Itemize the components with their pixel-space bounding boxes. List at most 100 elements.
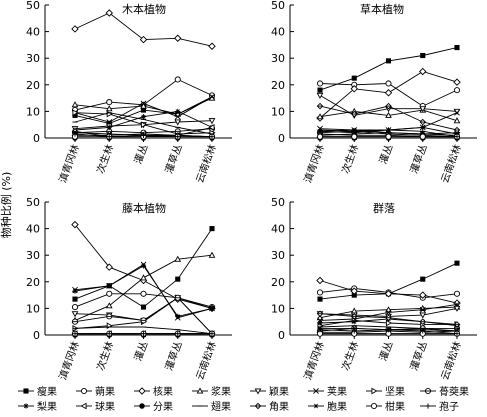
x-tick-label: 云南松林 [193, 143, 219, 185]
data-point [419, 291, 427, 299]
legend-marker [80, 402, 87, 410]
x-tick-label: 次生林 [94, 340, 116, 373]
data-point [71, 101, 79, 108]
data-point [106, 313, 113, 320]
data-point [140, 317, 147, 324]
data-point [385, 319, 393, 327]
data-point [72, 288, 78, 294]
legend-marker [371, 387, 378, 395]
data-point [351, 110, 358, 118]
data-point [106, 99, 113, 106]
legend-marker [23, 388, 29, 394]
data-point [71, 220, 79, 229]
data-point [419, 106, 427, 113]
legend-entry: 核果 [134, 385, 173, 398]
data-point [419, 312, 427, 319]
x-tick-label: 次生林 [339, 143, 361, 176]
legend-marker [254, 402, 262, 410]
legend-marker [139, 403, 145, 409]
data-point [453, 305, 461, 312]
legend-entry: 胞果 [308, 401, 347, 413]
x-tick-label: 灌草丛 [163, 340, 185, 372]
data-point [420, 52, 426, 59]
y-tick-label: 20 [271, 276, 285, 289]
data-point [140, 274, 147, 281]
data-point [385, 111, 392, 118]
data-point [385, 133, 392, 140]
data-point [140, 263, 147, 269]
data-point [385, 327, 392, 333]
data-point [72, 296, 78, 302]
data-point [140, 121, 148, 129]
panel-3: 0 10 20 30 40 50 滇青冈林 次生林 灌丛 灌草丛 云南松林 藤本植物 [26, 196, 232, 382]
legend-label: 球果 [95, 400, 115, 413]
data-point [317, 317, 323, 324]
panel-title: 草本植物 [360, 2, 404, 16]
y-tick-label: 30 [271, 249, 285, 262]
legend-entry: 孢子 [420, 401, 459, 413]
y-tick-label: 10 [271, 302, 285, 315]
data-point [106, 290, 113, 297]
panel-4: 0 10 20 30 40 50 滇青冈林 次生林 灌丛 灌草丛 云南松林 群落 [271, 196, 477, 382]
series-2 [71, 290, 216, 311]
series-2 [316, 80, 461, 110]
series-3 [71, 9, 216, 50]
data-point [420, 124, 426, 130]
data-point [208, 123, 215, 131]
y-tick-label: 40 [271, 223, 285, 236]
panel-2: 0 10 20 30 40 50 滇青冈林 次生林 灌丛 灌草丛 云南松林 草本植物 [271, 0, 477, 185]
data-point [351, 128, 357, 134]
y-tick-label: 50 [26, 0, 40, 12]
data-point [453, 290, 461, 297]
legend-marker [425, 403, 431, 409]
data-point [385, 127, 392, 133]
legend-entry: 蒴果 [76, 386, 115, 398]
y-tick-label: 40 [271, 26, 285, 39]
series-16 [72, 331, 215, 337]
data-point [351, 328, 357, 334]
legend-entry: 柑果 [366, 400, 405, 413]
data-point [454, 260, 460, 266]
x-tick-label: 灌丛 [132, 143, 150, 166]
legend-entry: 球果 [76, 400, 115, 413]
y-tick-label: 20 [26, 79, 40, 92]
data-point [419, 133, 426, 140]
legend-label: 柑果 [385, 400, 405, 413]
data-point [174, 76, 181, 83]
legend-label: 坚果 [385, 386, 405, 398]
data-point [105, 263, 113, 271]
series-3 [316, 67, 461, 122]
x-tick-label: 灌丛 [377, 143, 395, 166]
data-point [71, 318, 79, 325]
data-point [316, 92, 324, 99]
series-9 [72, 263, 215, 319]
data-point [316, 289, 324, 296]
panel-title: 木本植物 [122, 2, 166, 16]
y-axis-label: 物种比例 (%) [0, 172, 13, 239]
legend-marker [313, 403, 319, 409]
data-point [351, 313, 358, 320]
series-6 [317, 301, 460, 324]
legend-entry: 颖果 [250, 385, 289, 398]
data-point [454, 331, 460, 337]
legend-label: 角果 [269, 401, 289, 413]
data-point [209, 305, 215, 311]
y-tick-label: 20 [26, 276, 40, 289]
x-tick-label: 滇青冈林 [301, 143, 327, 185]
y-tick-label: 0 [278, 329, 285, 342]
series-7 [72, 294, 216, 338]
data-point [316, 80, 324, 87]
data-point [139, 35, 148, 44]
data-point [105, 105, 113, 112]
data-point [174, 34, 182, 42]
data-point [316, 113, 324, 120]
data-point [420, 276, 426, 282]
data-point [72, 109, 79, 117]
y-tick-label: 0 [33, 329, 40, 342]
data-point [385, 80, 392, 87]
data-point [317, 127, 323, 133]
data-point [175, 313, 181, 319]
data-point [350, 85, 358, 93]
data-point [140, 304, 147, 310]
legend-entry: 瘦果 [18, 385, 57, 398]
